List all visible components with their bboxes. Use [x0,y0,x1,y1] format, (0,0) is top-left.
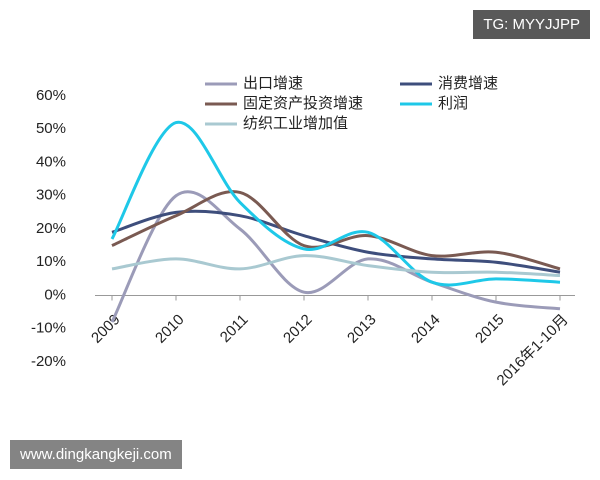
legend-label: 消费增速 [438,75,498,92]
y-tick-label: 60% [36,87,66,104]
series-line [111,254,561,278]
series-line [110,190,561,323]
legend-label: 利润 [438,95,468,112]
watermark: www.dingkangkeji.com [10,440,182,469]
y-tick-label: 40% [36,153,66,170]
series-line [111,190,561,271]
x-tick-label: 2011 [217,311,252,346]
x-tick-label: 2014 [408,311,444,347]
x-tick-label: 2015 [472,311,508,347]
y-tick-label: 30% [36,187,66,204]
watermark: TG: MYYJJPP [473,10,590,39]
x-tick-label: 2012 [280,311,316,347]
x-tick-label: 2013 [344,311,380,347]
legend-label: 出口增速 [243,75,303,92]
x-tick-label: 2009 [88,311,124,347]
legend-label: 固定资产投资增速 [243,95,363,112]
y-tick-label: -20% [31,353,66,370]
y-tick-label: 0% [44,286,66,303]
legend-label: 纺织工业增加值 [243,115,348,132]
series-line [110,121,561,287]
y-tick-label: 10% [36,253,66,270]
y-tick-label: -10% [31,320,66,337]
y-tick-label: 20% [36,220,66,237]
x-tick-label: 2010 [152,311,188,347]
y-tick-label: 50% [36,120,66,137]
